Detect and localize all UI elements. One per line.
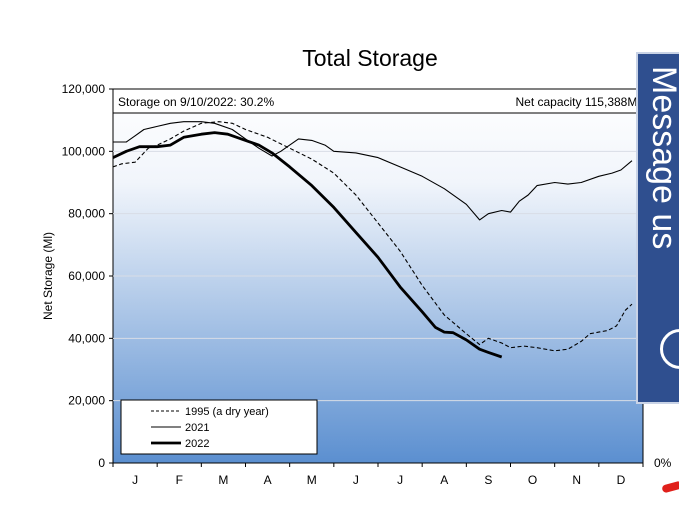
y-tick-label: 80,000 bbox=[68, 207, 105, 221]
legend-label-2022: 2022 bbox=[185, 438, 209, 450]
storage-note: Storage on 9/10/2022: 30.2% bbox=[118, 95, 274, 109]
series-lines bbox=[112, 121, 633, 359]
x-tick-label: J bbox=[397, 473, 403, 487]
y-tick-label: 40,000 bbox=[68, 331, 105, 345]
y-axis-ticks: 0 20,000 40,000 60,000 80,000 100,000 120,000 bbox=[62, 82, 113, 470]
y-tick-label: 20,000 bbox=[68, 394, 105, 408]
x-tick-label: D bbox=[617, 473, 626, 487]
x-tick-label: M bbox=[218, 473, 228, 487]
right-axis-label: 0% bbox=[654, 456, 672, 470]
x-tick-label: M bbox=[307, 473, 317, 487]
series-line-2022 bbox=[112, 131, 503, 359]
message-us-label: Message us bbox=[645, 66, 679, 250]
chart-title: Total Storage bbox=[302, 45, 438, 71]
y-tick-label: 100,000 bbox=[62, 144, 106, 158]
legend: 1995 (a dry year) 2021 2022 bbox=[120, 399, 318, 455]
x-tick-label: J bbox=[353, 473, 359, 487]
y-axis-label: Net Storage (Ml) bbox=[41, 232, 55, 320]
x-tick-label: F bbox=[176, 473, 183, 487]
x-tick-label: O bbox=[528, 473, 537, 487]
y-tick-label: 0 bbox=[98, 456, 105, 470]
x-tick-label: A bbox=[440, 473, 448, 487]
series-line-1995 bbox=[112, 121, 633, 352]
x-tick-label: S bbox=[484, 473, 492, 487]
legend-label-2021: 2021 bbox=[185, 422, 209, 434]
chat-bubble-icon bbox=[660, 329, 679, 369]
capacity-note: Net capacity 115,388Ml bbox=[515, 95, 640, 109]
series-line-2021 bbox=[113, 121, 633, 221]
annotation-bar bbox=[112, 88, 644, 114]
x-tick-label: N bbox=[572, 473, 581, 487]
x-tick-label: J bbox=[132, 473, 138, 487]
legend-label-1995: 1995 (a dry year) bbox=[185, 406, 269, 418]
y-tick-label: 120,000 bbox=[62, 82, 106, 96]
y-tick-label: 60,000 bbox=[68, 269, 105, 283]
message-us-button[interactable]: Message us bbox=[636, 52, 679, 404]
x-tick-label: A bbox=[264, 473, 272, 487]
